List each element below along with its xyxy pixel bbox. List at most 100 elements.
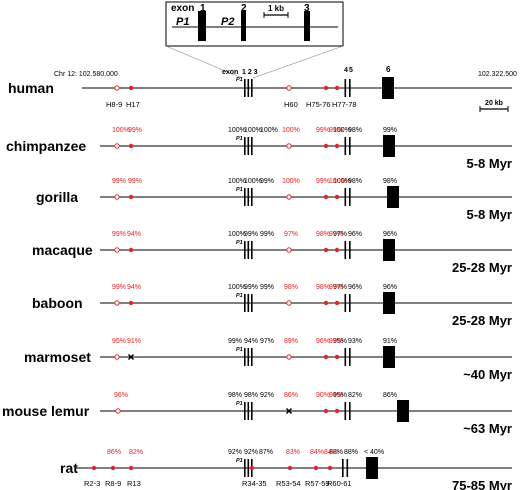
- gorilla-exon-1: [244, 188, 246, 206]
- rat-element-identity-3: 83%: [286, 449, 300, 456]
- human-exon4-label: 4: [344, 67, 348, 74]
- macaque-p1-label: P1: [236, 240, 243, 246]
- gorilla-element-marker-4: [323, 194, 329, 200]
- rat-element-marker-1: [91, 465, 97, 471]
- inset-exon-title: exon: [171, 3, 194, 14]
- macaque-element-identity-2: 94%: [127, 231, 141, 238]
- marmoset-exon-3: [251, 348, 253, 366]
- chimpanzee-exon-2: [247, 137, 250, 155]
- rat-exon-2: [247, 459, 250, 477]
- zoom-line-right: [252, 45, 344, 79]
- chimpanzee-element-identity-3: 100%: [282, 127, 300, 134]
- human-p1-label: P1: [236, 77, 243, 83]
- chimpanzee-element-marker-1: [114, 143, 120, 149]
- rat-exon-5: [346, 459, 349, 477]
- baboon-exon-6: [383, 292, 395, 314]
- inset-scale-label: 1 kb: [268, 4, 284, 13]
- gorilla-exon-6: [387, 186, 399, 208]
- baboon-exon-identity-1: 100%: [228, 284, 246, 291]
- macaque-exon-identity-5: 96%: [348, 231, 362, 238]
- gorilla-exon-identity-6: 98%: [383, 178, 397, 185]
- baboon-exon-identity-2: 99%: [244, 284, 258, 291]
- macaque-element-identity-1: 99%: [112, 231, 126, 238]
- marmoset-exon-2: [247, 348, 250, 366]
- baboon-exon-identity-3: 99%: [260, 284, 274, 291]
- marmoset-element-marker-3: [286, 354, 292, 360]
- gorilla-exon-2: [247, 188, 250, 206]
- mouse-lemur-element-identity-2: 86%: [284, 392, 298, 399]
- macaque-divergence-time: 25-28 Myr: [452, 260, 512, 275]
- gorilla-element-identity-3: 100%: [282, 178, 300, 185]
- inset-exon-1-label: 1: [200, 3, 206, 14]
- mouse-lemur-exon-identity-6: 86%: [383, 392, 397, 399]
- chimpanzee-exon-identity-3: 100%: [260, 127, 278, 134]
- rat-element-identity-4: 84%: [310, 449, 324, 456]
- baboon-element-marker-2: [128, 300, 134, 306]
- human-marker-h8-9: [114, 85, 120, 91]
- gorilla-exon-5: [349, 188, 351, 206]
- macaque-exon-identity-1: 100%: [228, 231, 246, 238]
- mouse-lemur-element-marker-4: [334, 408, 340, 414]
- rat-element-marker-7: [327, 465, 333, 471]
- rat-exon-6: [366, 457, 378, 479]
- rat-element-marker-3: [128, 465, 134, 471]
- baboon-element-marker-1: [114, 300, 120, 306]
- marmoset-p1-label: P1: [236, 347, 243, 353]
- human-track: Chr 12: 102.580.000 102.322.500 human ex…: [8, 65, 517, 112]
- gorilla-element-marker-3: [286, 194, 292, 200]
- marmoset-exon-identity-5: 93%: [348, 338, 362, 345]
- gorilla-divergence-time: 5-8 Myr: [466, 207, 512, 222]
- marmoset-divergence-time: ~40 Myr: [463, 367, 512, 382]
- marmoset-exon-identity-2: 94%: [244, 338, 258, 345]
- chimpanzee-exon-identity-2: 100%: [244, 127, 262, 134]
- baboon-exon-2: [247, 294, 250, 312]
- human-exons-123-label: 1 2 3: [242, 69, 258, 76]
- inset-exon-3: [304, 11, 310, 41]
- macaque-element-marker-2: [128, 247, 134, 253]
- chimpanzee-element-marker-2: [128, 143, 134, 149]
- rat-exon-4: [342, 459, 344, 477]
- mouse-lemur-exon-identity-1: 98%: [228, 392, 242, 399]
- chimpanzee-element-marker-4: [323, 143, 329, 149]
- human-marker-label-h8-9: H8-9: [106, 100, 122, 109]
- rat-element-identity-5: 84%: [324, 449, 338, 456]
- macaque-element-identity-5: 97%: [329, 231, 343, 238]
- baboon-exon-3: [251, 294, 253, 312]
- marmoset-element-identity-3: 89%: [284, 338, 298, 345]
- gorilla-element-identity-2: 99%: [128, 178, 142, 185]
- gorilla-element-identity-4: 99%: [316, 178, 330, 185]
- mouse-lemur-p1-label: P1: [236, 401, 243, 407]
- mouse-lemur-exon-4: [344, 402, 347, 420]
- human-marker-h17: [128, 85, 134, 91]
- chimpanzee-divergence-time: 5-8 Myr: [466, 156, 512, 171]
- mouse-lemur-element-marker-2-lost: [286, 408, 292, 414]
- marmoset-label: marmoset: [24, 349, 91, 365]
- rat-exon-identity-5: 88%: [344, 449, 358, 456]
- gorilla-element-marker-1: [114, 194, 120, 200]
- macaque-exon-identity-4: 97%: [333, 231, 347, 238]
- human-marker-h77-78: [334, 85, 340, 91]
- macaque-exon-6: [383, 239, 395, 261]
- mouse-lemur-exon-identity-4: 95%: [333, 392, 347, 399]
- baboon-p1-label: P1: [236, 293, 243, 299]
- marmoset-exon-identity-4: 95%: [333, 338, 347, 345]
- rat-marker-label-5: R53-54: [276, 479, 301, 488]
- marmoset-element-identity-5: 97%: [329, 338, 343, 345]
- chimpanzee-element-identity-1: 100%: [112, 127, 130, 134]
- marmoset-exon-4: [344, 348, 347, 366]
- coord-right: 102.322.500: [478, 71, 517, 78]
- gorilla-exon-identity-1: 100%: [228, 178, 246, 185]
- chimpanzee-exon-4: [344, 137, 347, 155]
- macaque-exon-4: [344, 241, 347, 259]
- marmoset-element-marker-5: [334, 354, 340, 360]
- marmoset-element-identity-1: 95%: [112, 338, 126, 345]
- baboon-exon-1: [244, 294, 246, 312]
- baboon-exon-identity-6: 96%: [383, 284, 397, 291]
- rat-exon-1: [244, 459, 246, 477]
- human-exon-6: [382, 77, 394, 99]
- mouse-lemur-element-identity-4: 94%: [329, 392, 343, 399]
- marmoset-exon-identity-3: 97%: [260, 338, 274, 345]
